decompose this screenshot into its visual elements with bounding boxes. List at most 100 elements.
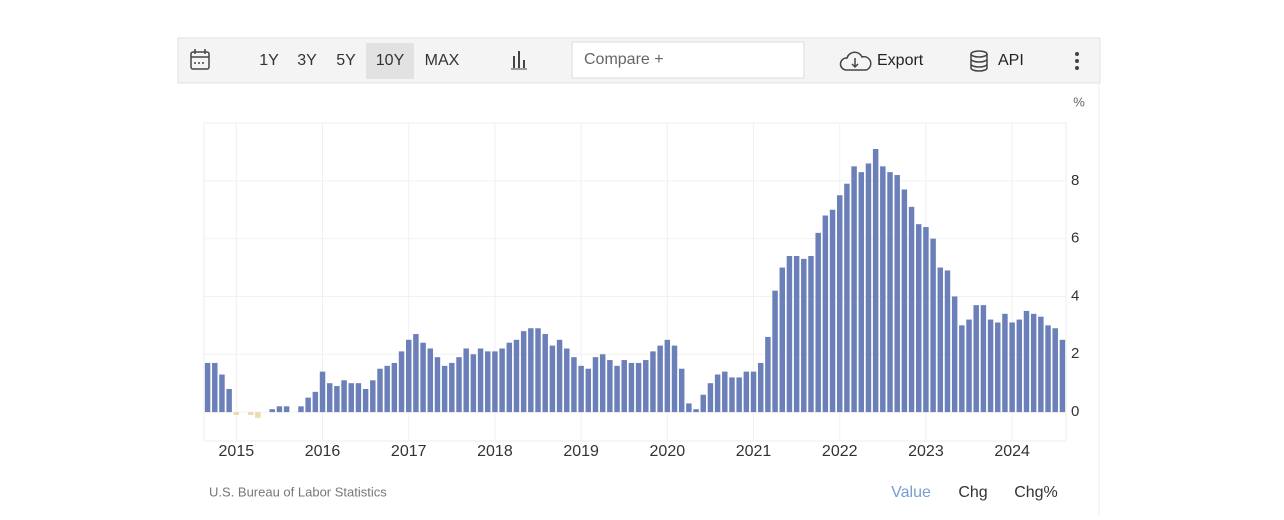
x-tick-label: 2018 — [477, 443, 513, 460]
bar — [916, 224, 922, 413]
bar — [449, 362, 455, 413]
bar — [836, 195, 843, 413]
bar — [520, 331, 527, 413]
bar — [226, 388, 232, 413]
bar — [650, 351, 656, 413]
bar — [276, 406, 283, 413]
bar — [944, 270, 951, 413]
bar — [700, 394, 706, 413]
footer-tab[interactable]: Chg% — [1014, 484, 1058, 501]
export-icon[interactable] — [839, 51, 872, 71]
range-button[interactable]: 1Y — [259, 52, 279, 69]
range-button[interactable]: 5Y — [336, 52, 356, 69]
bar — [765, 336, 771, 413]
range-button[interactable]: 3Y — [297, 52, 317, 69]
bar — [528, 328, 534, 413]
bar — [405, 339, 412, 413]
bar — [377, 368, 383, 413]
bar — [477, 348, 484, 413]
bar — [492, 351, 498, 413]
plot-area — [203, 122, 1067, 442]
bar — [305, 397, 311, 413]
bar — [513, 339, 520, 413]
bar — [664, 339, 671, 413]
bar — [420, 342, 426, 413]
bar — [1052, 328, 1058, 413]
more-icon[interactable] — [1075, 52, 1079, 70]
bar — [398, 351, 405, 413]
bar — [966, 319, 972, 413]
bar — [908, 206, 915, 413]
x-tick-label: 2019 — [563, 443, 599, 460]
bar — [678, 368, 685, 413]
x-tick-label: 2021 — [736, 443, 772, 460]
y-tick-label: 0 — [1071, 403, 1079, 420]
bar — [585, 368, 592, 413]
compare-placeholder[interactable]: Compare + — [584, 51, 664, 68]
bar — [506, 342, 513, 413]
bar — [923, 227, 929, 413]
api-button[interactable]: API — [998, 52, 1024, 69]
bar — [247, 412, 254, 415]
range-active-bg — [366, 43, 414, 79]
export-button[interactable]: Export — [877, 52, 924, 69]
bar — [470, 354, 477, 413]
y-tick-label: 8 — [1071, 172, 1079, 189]
bar — [1009, 322, 1015, 413]
bar — [341, 380, 347, 413]
bar — [743, 371, 750, 413]
x-tick-label: 2022 — [822, 443, 858, 460]
calendar-icon[interactable] — [190, 49, 210, 70]
y-tick-label: 2 — [1071, 345, 1079, 362]
bar — [355, 383, 362, 413]
bar — [980, 305, 987, 413]
x-tick-label: 2023 — [908, 443, 944, 460]
range-button[interactable]: 10Y — [376, 52, 405, 69]
bar — [255, 412, 261, 418]
bar — [671, 345, 678, 413]
bar — [334, 386, 340, 413]
range-button[interactable]: MAX — [425, 52, 460, 69]
bar — [707, 383, 714, 413]
bar — [858, 172, 865, 413]
bar — [456, 357, 462, 413]
bar — [801, 258, 807, 413]
bar — [722, 371, 728, 413]
bar — [1002, 313, 1008, 413]
bar — [362, 388, 369, 413]
bar — [736, 377, 742, 413]
bar — [1016, 319, 1023, 413]
footer-tab[interactable]: Chg — [958, 484, 987, 501]
bar — [628, 362, 635, 413]
bar — [535, 328, 541, 413]
bar — [556, 339, 563, 413]
bar — [434, 357, 441, 413]
bar — [348, 383, 354, 413]
y-tick-label: 6 — [1071, 230, 1079, 247]
x-tick-label: 2015 — [219, 443, 255, 460]
bar — [930, 238, 936, 413]
chart-type-icon[interactable] — [511, 51, 527, 70]
bar — [779, 267, 785, 413]
bar — [485, 351, 491, 413]
bar — [233, 412, 240, 415]
y-unit: % — [1073, 94, 1085, 109]
bar — [987, 319, 994, 413]
x-tick-label: 2020 — [650, 443, 686, 460]
bar — [657, 345, 663, 413]
bar — [571, 357, 577, 413]
compare-input[interactable] — [571, 41, 805, 79]
bar — [592, 357, 599, 413]
bar — [621, 360, 627, 413]
footer-tab[interactable]: Value — [891, 484, 931, 501]
bar — [319, 371, 326, 413]
bar — [995, 322, 1001, 413]
bar — [635, 362, 642, 413]
bar — [865, 163, 872, 413]
api-icon[interactable] — [970, 50, 988, 72]
bar — [564, 348, 570, 413]
bar — [1023, 310, 1030, 413]
bar — [872, 149, 879, 413]
bar — [549, 345, 556, 413]
